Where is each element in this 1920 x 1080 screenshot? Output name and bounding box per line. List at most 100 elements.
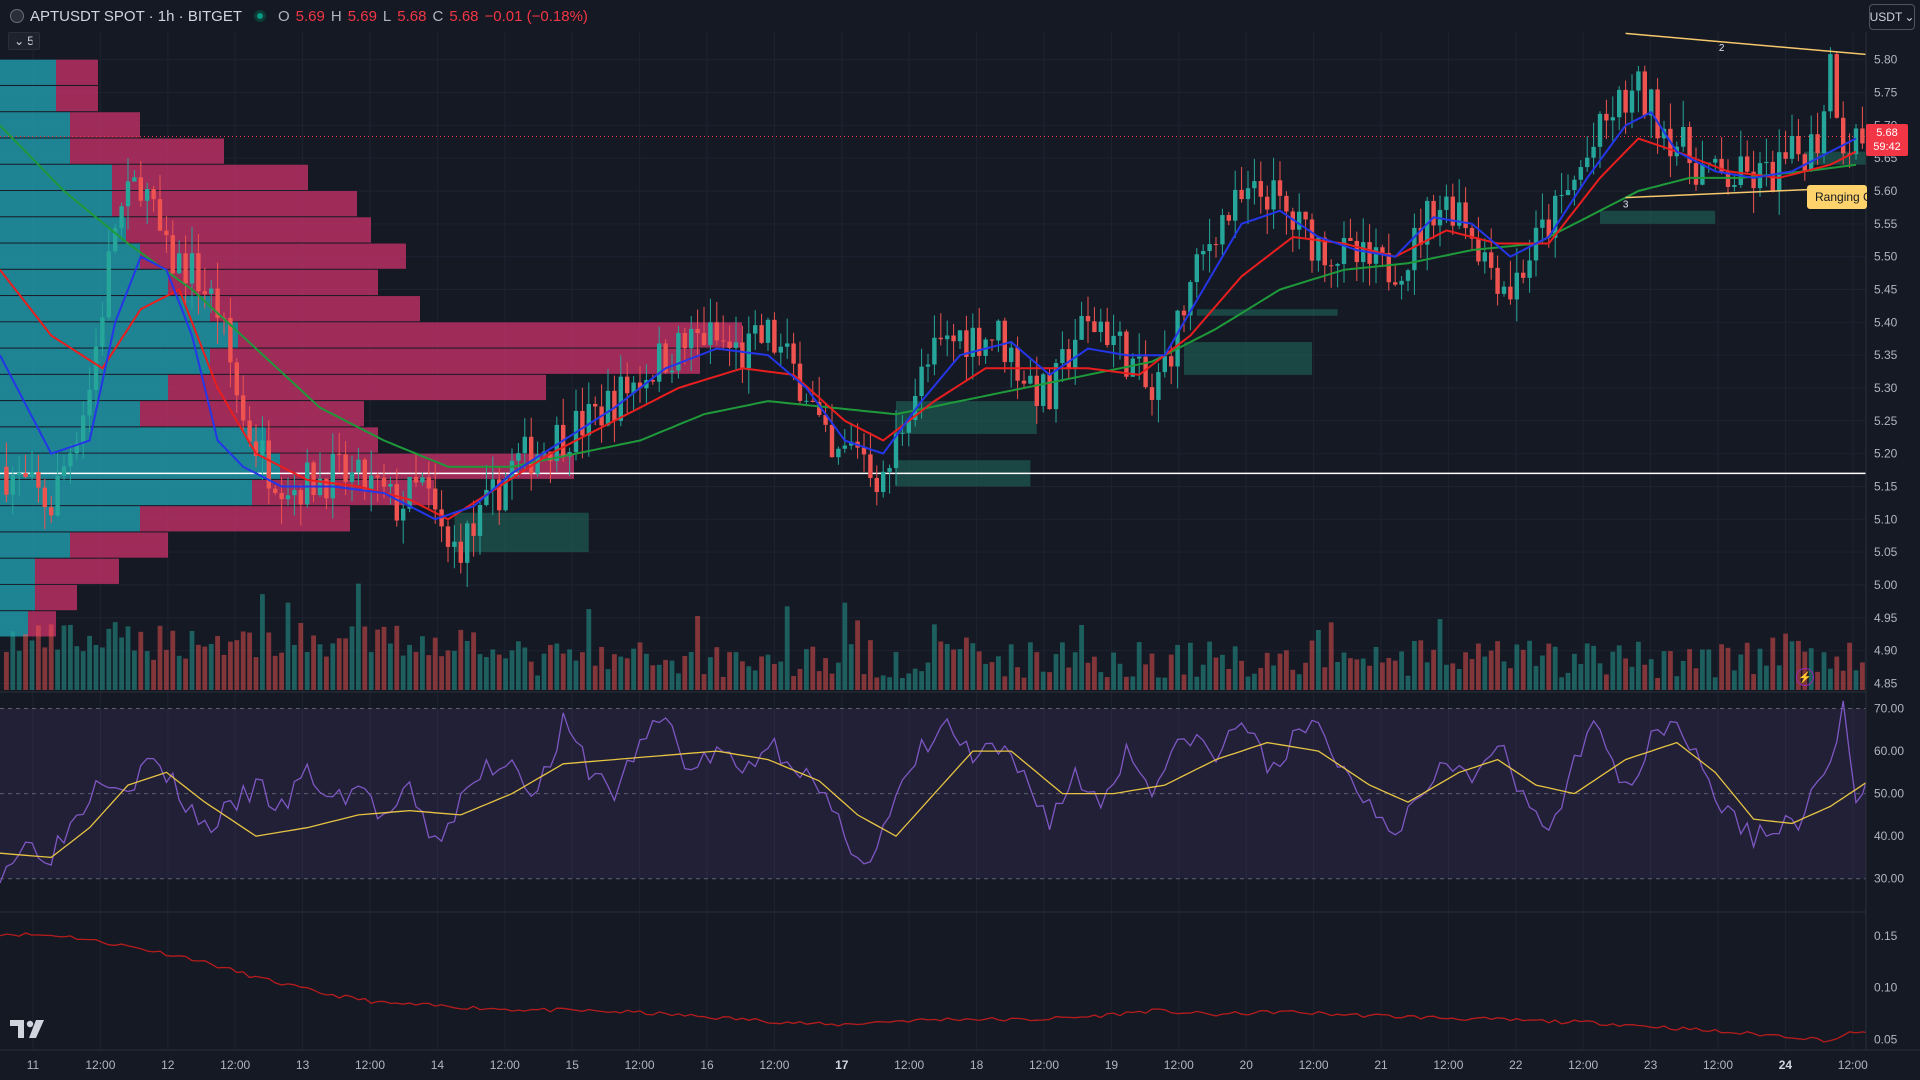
candle-body [516, 453, 521, 461]
volume-bar [23, 634, 28, 690]
profile-bar-down [56, 85, 98, 112]
volume-bar [1136, 642, 1142, 690]
candle-body [1233, 189, 1238, 221]
volume-bar [375, 629, 380, 690]
volume-bar [266, 632, 272, 690]
price-tick-label: 5.55 [1874, 217, 1898, 231]
candle-body [1066, 349, 1071, 369]
candle-body [701, 333, 707, 346]
volume-bar [938, 641, 944, 690]
volume-bar [484, 657, 489, 690]
volume-bar [132, 650, 137, 690]
volume-bar [746, 666, 752, 690]
candle-body [900, 432, 905, 434]
candle-body [55, 475, 60, 516]
volume-bar [272, 655, 278, 690]
candle-body [605, 390, 611, 426]
candle-body [1060, 349, 1065, 364]
volume-bar [964, 637, 969, 690]
volume-bar [509, 650, 515, 690]
lightning-icon[interactable]: ⚡ [1796, 668, 1814, 686]
volume-bar [1450, 663, 1456, 690]
volume-bar [951, 649, 956, 690]
volume-bar [16, 650, 22, 690]
candle-body [1418, 227, 1423, 245]
candle-body [1105, 321, 1110, 345]
volume-bar [240, 631, 246, 690]
candle-body [407, 476, 412, 509]
volume-bar [823, 658, 828, 690]
candle-body [535, 454, 540, 474]
time-tick-label: 18 [970, 1058, 984, 1072]
tradingview-logo[interactable] [10, 1018, 44, 1040]
price-tick-label: 5.20 [1874, 447, 1898, 461]
volume-bar [880, 675, 886, 690]
candle-body [1431, 200, 1436, 226]
price-tick-label: 5.45 [1874, 282, 1898, 296]
symbol-logo-icon[interactable] [10, 9, 24, 23]
volume-bar [221, 654, 227, 690]
candle-body [1047, 374, 1052, 410]
volume-bar [74, 646, 80, 690]
volume-bar [580, 652, 585, 690]
volume-bar [80, 651, 86, 690]
volume-bar [202, 646, 208, 690]
candle-body [612, 390, 617, 421]
volume-bar [1616, 645, 1622, 690]
volume-bar [1520, 649, 1526, 690]
volume-bar [1815, 671, 1820, 690]
volume-bar [1258, 667, 1264, 690]
candle-body [477, 505, 483, 536]
lower-tick-label: 0.15 [1874, 929, 1898, 943]
profile-bar-up [0, 59, 56, 85]
candle-body [1745, 156, 1750, 172]
volume-bar [842, 602, 848, 690]
time-tick-label: 12:00 [894, 1058, 924, 1072]
candle-body [1444, 196, 1449, 210]
volume-bar [893, 652, 899, 690]
volume-bar [1309, 640, 1315, 690]
volume-bar [1687, 649, 1692, 690]
volume-bar [87, 635, 92, 690]
candle-body [1783, 152, 1788, 159]
volume-bar [1194, 676, 1200, 690]
candle-body [1834, 54, 1839, 118]
currency-select-button[interactable]: USDT ⌄ [1869, 4, 1915, 30]
candle-body [1700, 163, 1705, 185]
candle-body [1111, 335, 1116, 345]
candle-body [919, 366, 924, 396]
volume-bar [810, 646, 816, 690]
market-status-icon[interactable] [254, 10, 266, 22]
indicators-collapse-button[interactable]: ⌄ 5 [8, 32, 40, 50]
volume-bar [1392, 660, 1398, 690]
candle-body [1623, 89, 1628, 113]
volume-bar [970, 643, 976, 690]
symbol-title[interactable]: APTUSDT SPOT · 1h · BITGET [30, 7, 242, 25]
volume-bar [119, 637, 124, 690]
lower-indicator-pane [0, 932, 1869, 1043]
candle-body [1201, 251, 1206, 255]
price-tick-label: 5.80 [1874, 53, 1898, 67]
volume-bar [1853, 670, 1859, 690]
volume-bar [1610, 651, 1616, 690]
profile-bar-down [168, 374, 546, 401]
candle-body [113, 228, 118, 252]
pattern-label[interactable]: Ranging C [1807, 185, 1867, 209]
candle-body [1809, 134, 1814, 171]
candle-body [1597, 113, 1603, 147]
candle-body [977, 327, 982, 356]
candle-body [1175, 310, 1180, 367]
profile-bar-down [56, 59, 98, 85]
candle-body [471, 523, 476, 536]
volume-bar [176, 655, 182, 690]
volume-bar [1719, 644, 1724, 690]
volume-bar [496, 654, 502, 690]
candle-body [810, 400, 815, 402]
volume-bar [1738, 654, 1744, 690]
candle-body [1130, 358, 1135, 377]
volume-bar [228, 641, 233, 690]
close-value: 5.68 [449, 7, 479, 25]
volume-bar [1220, 654, 1225, 690]
time-tick-label: 12:00 [490, 1058, 520, 1072]
